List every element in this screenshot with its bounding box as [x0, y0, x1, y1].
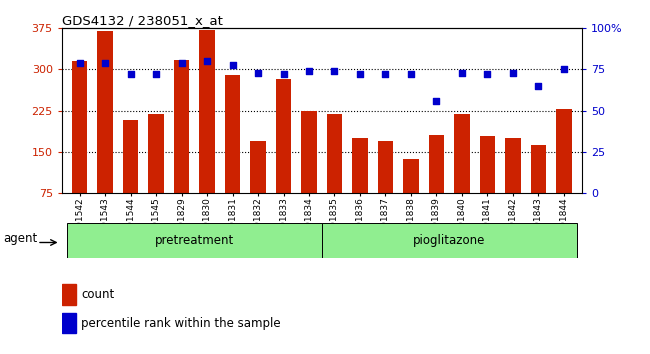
Point [151, 72, 161, 77]
Bar [123, 120, 138, 193]
Bar [276, 79, 291, 193]
Bar [531, 145, 546, 193]
Bar [327, 114, 342, 193]
Point [380, 72, 391, 77]
Bar [302, 111, 317, 193]
Text: pioglitazone: pioglitazone [413, 234, 486, 247]
Bar [429, 135, 444, 193]
Text: pretreatment: pretreatment [155, 234, 234, 247]
Point [176, 60, 187, 66]
Point [482, 72, 493, 77]
Point [304, 68, 314, 74]
Bar [505, 138, 521, 193]
Point [431, 98, 441, 104]
Point [278, 72, 289, 77]
Point [253, 70, 263, 76]
Bar [556, 109, 571, 193]
Bar [72, 61, 87, 193]
Point [508, 70, 518, 76]
Bar [174, 59, 189, 193]
Text: count: count [81, 288, 114, 301]
Bar [67, 223, 322, 258]
Point [355, 72, 365, 77]
Bar [62, 284, 76, 305]
Point [559, 67, 569, 72]
Bar [352, 138, 368, 193]
Bar [148, 114, 164, 193]
Bar [454, 114, 469, 193]
Bar [480, 136, 495, 193]
Point [330, 68, 340, 74]
Point [100, 60, 110, 66]
Point [202, 58, 213, 64]
Point [227, 62, 238, 67]
Bar [62, 313, 76, 333]
Bar [225, 75, 240, 193]
Text: GDS4132 / 238051_x_at: GDS4132 / 238051_x_at [62, 14, 222, 27]
Point [74, 60, 85, 66]
Point [125, 72, 136, 77]
Bar [378, 141, 393, 193]
Bar [403, 159, 419, 193]
Point [533, 83, 543, 89]
Bar [200, 30, 214, 193]
Point [406, 72, 416, 77]
Text: percentile rank within the sample: percentile rank within the sample [81, 317, 281, 330]
Bar [250, 141, 266, 193]
Text: agent: agent [3, 233, 37, 245]
Point [457, 70, 467, 76]
Bar [98, 31, 112, 193]
Bar [322, 223, 577, 258]
